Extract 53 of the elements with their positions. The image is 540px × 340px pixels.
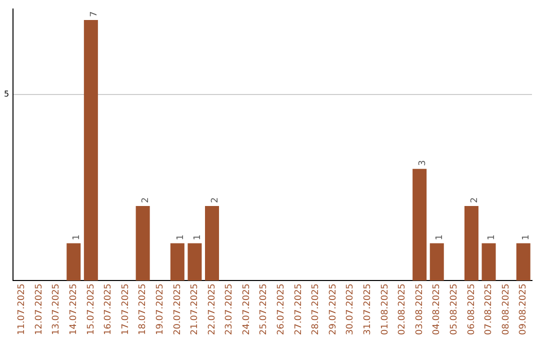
bar: [188, 243, 202, 280]
data-label: 1: [435, 234, 446, 240]
x-tick-label: 28.07.2025: [311, 283, 322, 335]
data-label: 2: [210, 197, 220, 204]
data-label: 1: [193, 234, 204, 240]
x-tick-label: 14.07.2025: [68, 283, 79, 335]
x-tick-label: 21.07.2025: [190, 283, 200, 335]
x-tick-label: 23.07.2025: [224, 283, 235, 335]
bar: [482, 243, 496, 280]
x-tick-label: 31.07.2025: [363, 283, 374, 335]
bar: [516, 243, 530, 280]
bar: [412, 168, 427, 280]
x-tick-label: 18.07.2025: [138, 283, 148, 335]
bar: [205, 206, 220, 280]
x-tick-label: 22.07.2025: [207, 283, 218, 335]
data-label: 2: [141, 197, 152, 204]
x-tick-label: 05.08.2025: [450, 283, 460, 335]
x-tick-label: 08.08.2025: [501, 283, 512, 335]
x-tick-label: 27.07.2025: [294, 283, 304, 335]
x-tick-label: 20.07.2025: [172, 283, 183, 335]
x-tick-label: 17.07.2025: [120, 283, 131, 335]
bar: [84, 20, 98, 280]
x-tick-label: 30.07.2025: [346, 283, 356, 335]
data-label: 7: [89, 11, 100, 17]
data-label: 3: [418, 160, 428, 166]
x-tick-label: 03.08.2025: [414, 283, 425, 335]
x-tick-label: 09.08.2025: [518, 283, 529, 335]
bar: [170, 243, 184, 280]
x-tick-label: 13.07.2025: [52, 283, 62, 335]
x-tick-label: 24.07.2025: [242, 283, 252, 335]
bar: [136, 206, 150, 280]
x-tick-label: 11.07.2025: [17, 283, 28, 335]
x-tick-label: 16.07.2025: [104, 283, 114, 335]
data-label: 2: [470, 197, 480, 204]
bar: [430, 243, 444, 280]
x-tick-label: 26.07.2025: [276, 283, 287, 335]
data-label: 1: [487, 234, 498, 240]
x-tick-label: 01.08.2025: [380, 283, 390, 335]
x-tick-label: 02.08.2025: [398, 283, 408, 335]
x-tick-label: 07.08.2025: [484, 283, 494, 335]
x-tick-label: 29.07.2025: [328, 283, 338, 335]
x-tick-label: 25.07.2025: [259, 283, 270, 335]
x-tick-label: 19.07.2025: [155, 283, 166, 335]
x-tick-label: 12.07.2025: [34, 283, 44, 335]
bar: [464, 206, 478, 280]
bar: [66, 243, 81, 280]
data-label: 1: [522, 234, 532, 240]
x-tick-label: 06.08.2025: [466, 283, 477, 335]
x-tick-label: 15.07.2025: [86, 283, 96, 335]
x-tick-label: 04.08.2025: [432, 283, 442, 335]
data-label: 1: [72, 234, 82, 240]
data-label: 1: [176, 234, 186, 240]
y-tick-label: 5: [4, 89, 10, 98]
